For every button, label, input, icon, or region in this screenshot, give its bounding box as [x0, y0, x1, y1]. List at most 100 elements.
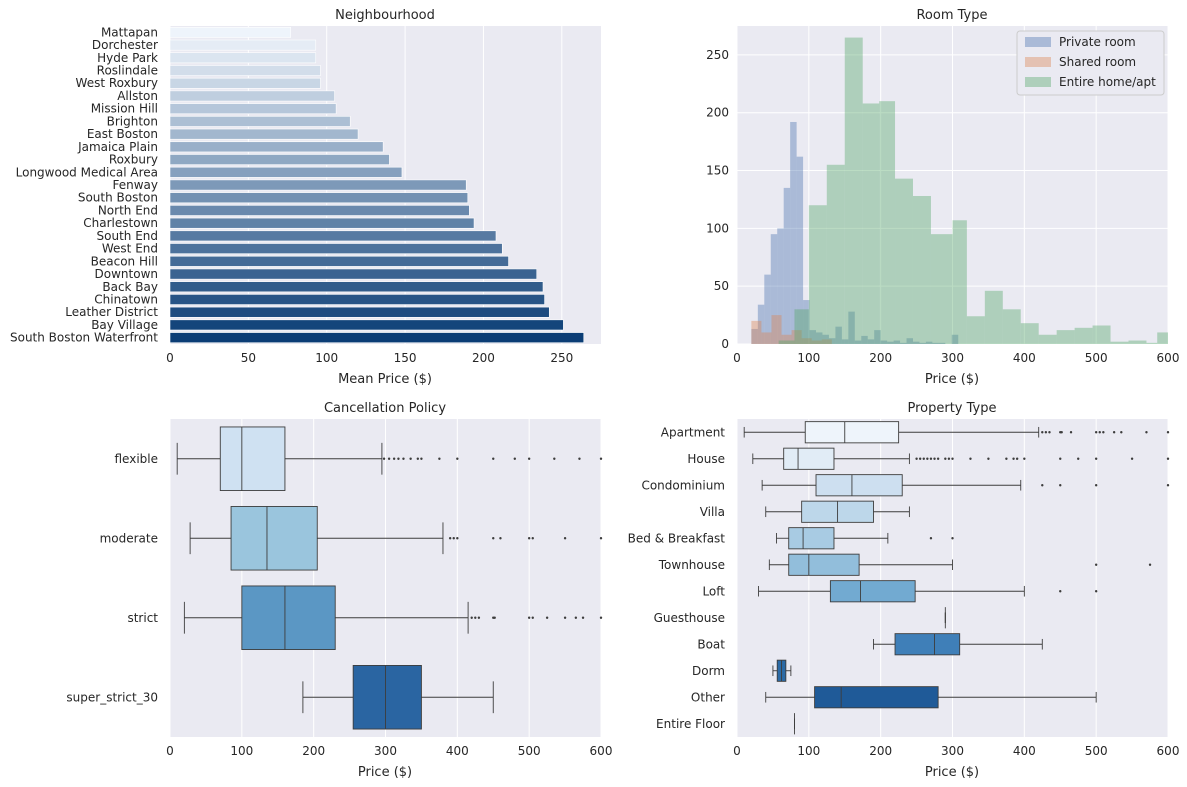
outlier-point	[1044, 431, 1048, 434]
box-6	[758, 580, 1098, 603]
outlier-point	[531, 537, 534, 540]
hist-bar	[791, 330, 802, 344]
hist-bar	[1020, 323, 1039, 344]
x-tick-label: 150	[394, 351, 417, 365]
category-label: Roslindale	[97, 64, 158, 78]
hist-bar	[821, 339, 832, 344]
property-xlabel: Price ($)	[925, 765, 979, 780]
outlier-point	[477, 616, 481, 619]
category-label: East Boston	[87, 127, 158, 141]
outlier-point	[1094, 431, 1098, 434]
x-tick-label: 100	[315, 351, 338, 365]
bar	[169, 192, 469, 204]
outlier-point	[1041, 431, 1044, 434]
legend-label-shared-room: Shared room	[1059, 55, 1136, 69]
x-tick-label: 300	[941, 351, 964, 365]
x-tick-label: 200	[472, 351, 495, 365]
outlier-point	[987, 457, 990, 460]
hist-bar	[826, 164, 845, 344]
category-label: Brighton	[107, 114, 158, 128]
hist-bar	[1128, 340, 1147, 344]
legend-swatch-shared-room	[1025, 57, 1051, 67]
box-body	[788, 527, 835, 550]
outlier-point	[915, 457, 918, 460]
hist-bar	[887, 341, 894, 344]
hist-bar	[828, 338, 836, 344]
outlier-point	[470, 616, 473, 619]
cancellation-xlabel: Price ($)	[358, 765, 412, 780]
series-2	[778, 37, 1168, 345]
hist-bar	[861, 335, 868, 344]
box-3	[765, 500, 910, 523]
outlier-point	[1012, 457, 1015, 460]
category-label: Mattapan	[101, 25, 158, 39]
hist-bar	[862, 103, 880, 344]
legend-swatch-entire-home	[1025, 77, 1051, 87]
hist-bar	[844, 37, 863, 345]
x-tick-label: 600	[1157, 351, 1180, 365]
hist-bar	[1002, 309, 1021, 344]
bar	[169, 332, 585, 344]
room-type-title: Room Type	[916, 8, 987, 23]
bar	[169, 116, 351, 127]
outlier-point	[929, 457, 933, 460]
hist-bar	[1056, 330, 1075, 344]
outlier-point	[599, 457, 603, 460]
category-label: South Boston	[78, 191, 158, 205]
x-tick-label: 200	[869, 744, 892, 758]
outlier-point	[531, 616, 534, 619]
category-label: Fenway	[112, 178, 158, 192]
x-tick-label: 0	[166, 351, 174, 365]
category-label: West End	[102, 242, 158, 256]
hist-bar	[751, 328, 758, 344]
x-tick-label: 100	[797, 351, 820, 365]
outlier-point	[382, 457, 386, 460]
hist-bar	[912, 341, 920, 344]
bar	[169, 90, 335, 102]
y-tick-label: 0	[721, 337, 729, 351]
outlier-point	[438, 457, 441, 460]
outlier-point	[922, 457, 925, 460]
category-label: Townhouse	[658, 558, 725, 572]
hist-bar	[880, 340, 888, 344]
hist-bar	[778, 340, 795, 344]
hist-bar	[761, 332, 772, 344]
category-label: Mission Hill	[91, 102, 158, 116]
outlier-point	[1094, 457, 1098, 460]
category-label: Dorm	[692, 664, 725, 678]
outlier-point	[563, 537, 567, 540]
box-5	[768, 553, 1152, 576]
hist-bar	[764, 274, 771, 344]
category-label: Longwood Medical Area	[16, 165, 158, 179]
hist-bar	[874, 330, 881, 344]
x-tick-label: 300	[941, 744, 964, 758]
room-type-legend: Private room Shared room Entire home/apt	[1016, 30, 1165, 96]
outlier-point	[1005, 457, 1008, 460]
bar	[169, 26, 291, 38]
category-label: Hyde Park	[97, 51, 158, 65]
neighbourhood-xlabel: Mean Price ($)	[338, 372, 432, 387]
outlier-point	[1166, 484, 1170, 487]
category-label: Allston	[117, 89, 158, 103]
box-body	[804, 421, 900, 444]
room-type-xlabel: Price ($)	[925, 372, 979, 387]
outlier-point	[448, 537, 452, 540]
outlier-point	[926, 457, 929, 460]
bar	[169, 294, 545, 305]
hist-bar	[803, 300, 810, 344]
outlier-point	[402, 457, 405, 460]
category-label: Villa	[700, 505, 725, 519]
outlier-point	[1077, 457, 1080, 460]
category-label: Condominium	[641, 478, 725, 492]
outlier-point	[1059, 457, 1062, 460]
hist-bar	[854, 340, 862, 344]
box-3	[302, 665, 494, 730]
bar	[169, 65, 321, 76]
outlier-point	[474, 616, 477, 619]
bar	[169, 154, 390, 165]
outlier-point	[1060, 431, 1063, 434]
hist-bar	[783, 187, 791, 344]
outlier-point	[499, 537, 502, 540]
x-tick-label: 100	[797, 744, 820, 758]
hist-bar	[984, 290, 1003, 344]
